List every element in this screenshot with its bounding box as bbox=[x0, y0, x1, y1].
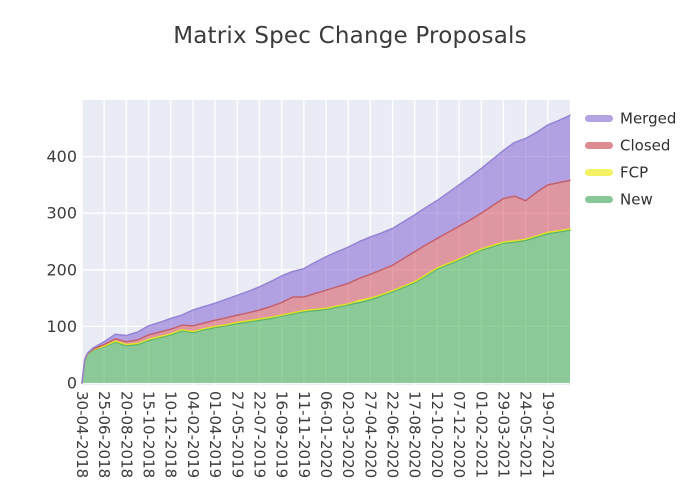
legend: Merged Closed FCP New bbox=[585, 110, 676, 209]
area-line-closed bbox=[81, 179, 571, 384]
x-tick-label: 29-03-2021 bbox=[494, 391, 512, 478]
x-tick-label: 11-11-2019 bbox=[295, 391, 313, 478]
x-tick-label: 06-01-2020 bbox=[317, 391, 335, 478]
legend-item-fcp[interactable]: FCP bbox=[585, 164, 648, 182]
x-tick-label: 04-02-2019 bbox=[184, 391, 202, 478]
y-tick-label: 0 bbox=[67, 374, 77, 393]
area-band-merged bbox=[82, 115, 570, 384]
legend-item-merged[interactable]: Merged bbox=[585, 110, 676, 128]
x-tick-label: 22-07-2019 bbox=[250, 391, 268, 478]
legend-swatch-merged bbox=[585, 115, 613, 122]
area-band-new bbox=[82, 230, 570, 383]
x-tick-label: 25-06-2018 bbox=[95, 391, 113, 478]
y-tick-label: 100 bbox=[46, 317, 77, 336]
x-tick-label: 27-05-2019 bbox=[228, 391, 246, 478]
x-tick-label: 07-12-2020 bbox=[450, 391, 468, 478]
x-axis-tick-labels: 30-04-2018 25-06-2018 20-08-2018 15-10-2018… bbox=[73, 391, 557, 478]
y-tick-label: 200 bbox=[46, 260, 77, 279]
x-tick-label: 30-04-2018 bbox=[73, 391, 91, 478]
x-tick-label: 20-08-2018 bbox=[117, 391, 135, 478]
area-line-merged bbox=[81, 114, 571, 384]
area-line-fcp bbox=[81, 228, 571, 384]
x-tick-label: 16-09-2019 bbox=[273, 391, 291, 478]
y-axis-tick-labels: 0 100 200 300 400 bbox=[46, 147, 77, 392]
legend-label-fcp: FCP bbox=[620, 164, 648, 182]
x-tick-label: 17-08-2020 bbox=[406, 391, 424, 478]
area-line-new bbox=[81, 229, 571, 384]
legend-label-new: New bbox=[620, 191, 653, 209]
legend-swatch-fcp bbox=[585, 169, 613, 176]
x-tick-label: 24-05-2021 bbox=[517, 391, 535, 478]
chart-title: Matrix Spec Change Proposals bbox=[173, 23, 527, 49]
y-tick-label: 400 bbox=[46, 147, 77, 166]
x-tick-label: 22-06-2020 bbox=[384, 391, 402, 478]
legend-swatch-closed bbox=[585, 142, 613, 149]
x-tick-label: 19-07-2021 bbox=[539, 391, 557, 478]
legend-label-merged: Merged bbox=[620, 110, 676, 128]
x-tick-label: 01-04-2019 bbox=[206, 391, 224, 478]
legend-label-closed: Closed bbox=[620, 137, 670, 155]
legend-swatch-new bbox=[585, 196, 613, 203]
x-tick-label: 15-10-2018 bbox=[140, 391, 158, 478]
legend-item-closed[interactable]: Closed bbox=[585, 137, 670, 155]
x-tick-label: 12-10-2020 bbox=[428, 391, 446, 478]
x-tick-label: 01-02-2021 bbox=[472, 391, 490, 478]
area-band-closed bbox=[82, 180, 570, 383]
x-tick-label: 27-04-2020 bbox=[361, 391, 379, 478]
y-tick-label: 300 bbox=[46, 204, 77, 223]
x-tick-label: 02-03-2020 bbox=[339, 391, 357, 478]
legend-item-new[interactable]: New bbox=[585, 191, 653, 209]
x-tick-label: 10-12-2018 bbox=[162, 391, 180, 478]
